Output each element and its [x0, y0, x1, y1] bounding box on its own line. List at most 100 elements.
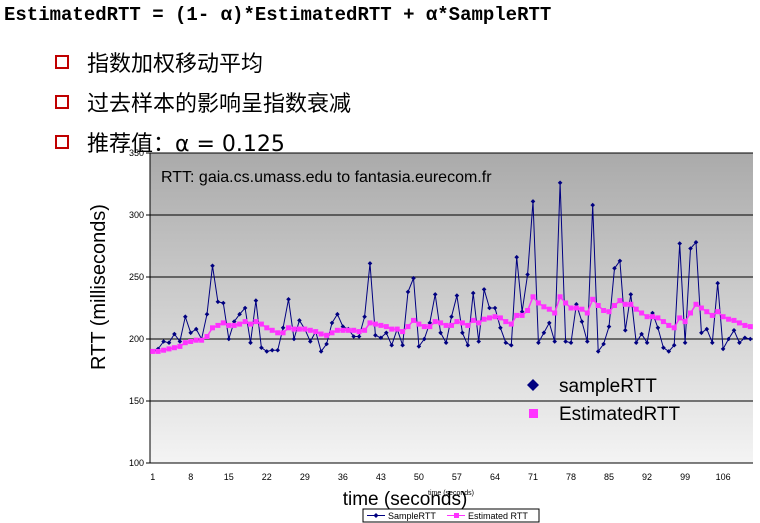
sample-point [671, 342, 677, 348]
estimated-point [519, 312, 525, 318]
sample-point [226, 336, 232, 342]
square-bullet-icon [55, 95, 69, 109]
estimated-point [443, 322, 449, 328]
estimated-point [432, 319, 438, 325]
estimated-point [454, 319, 460, 325]
legend-sample-label: sampleRTT [559, 376, 657, 397]
estimated-point [383, 324, 389, 330]
sample-point [677, 241, 682, 246]
sample-point [384, 330, 389, 336]
estimated-point [601, 308, 607, 313]
estimated-point [449, 322, 454, 328]
sample-point [231, 319, 237, 324]
sample-point [568, 340, 574, 345]
sample-point [470, 290, 476, 296]
estimated-point [573, 305, 579, 311]
sample-point [514, 254, 519, 260]
legend: sampleRTT EstimatedRTT [527, 376, 680, 425]
sample-point [183, 314, 188, 319]
estimated-point [704, 309, 710, 315]
sample-point [715, 280, 720, 286]
sample-point [688, 246, 693, 251]
estimated-point [286, 325, 291, 331]
sample-point [405, 289, 411, 295]
estimated-point [628, 301, 634, 307]
legend-sample-marker [527, 379, 539, 391]
sample-point [492, 305, 498, 311]
bottom-legend-sample-label: SampleRTT [388, 511, 436, 521]
x-tick-label: 50 [414, 472, 424, 482]
x-tick-label: 78 [566, 472, 576, 482]
sample-point [650, 310, 655, 316]
estimated-point [650, 314, 655, 320]
sample-point [177, 339, 183, 344]
sample-point [476, 339, 481, 344]
estimated-point [535, 300, 541, 306]
sample-point [509, 342, 514, 348]
x-tick-label: 64 [490, 472, 500, 482]
estimated-point [698, 305, 704, 311]
sample-point [253, 298, 259, 303]
estimated-point [405, 324, 411, 330]
estimated-point [459, 320, 465, 326]
estimated-point [275, 330, 281, 336]
estimated-point [177, 343, 183, 349]
estimated-point [302, 326, 308, 332]
sample-point [693, 240, 699, 245]
sample-point [443, 340, 449, 345]
estimated-point [557, 294, 563, 300]
bottom-legend: SampleRTT Estimated RTT [362, 508, 540, 523]
estimated-point [612, 303, 617, 308]
sample-point [259, 345, 264, 350]
estimated-point [693, 301, 699, 307]
sample-point [297, 318, 302, 323]
estimated-point [546, 306, 552, 312]
estimated-point [188, 339, 194, 344]
sample-point [530, 199, 536, 204]
estimated-point [258, 321, 264, 327]
estimated-point [481, 316, 487, 322]
estimated-point [476, 320, 482, 326]
estimated-point [677, 315, 683, 321]
estimated-point [166, 346, 172, 352]
sample-point [318, 349, 324, 354]
estimated-point [351, 327, 357, 333]
estimated-point [465, 322, 471, 328]
sample-point [335, 311, 340, 317]
sample-point [503, 340, 509, 345]
estimated-point [747, 324, 753, 330]
estimated-point [742, 322, 748, 328]
y-tick-label: 350 [129, 148, 144, 158]
sample-point [726, 336, 731, 342]
sample-point [617, 258, 623, 264]
y-tick-label: 250 [129, 272, 144, 282]
sample-point [280, 325, 286, 331]
y-tick-label: 100 [129, 458, 144, 468]
estimated-point [400, 329, 406, 335]
sample-point [487, 305, 492, 311]
sample-point [275, 347, 280, 353]
grid-lines [146, 152, 753, 464]
estimated-point [639, 310, 645, 316]
estimated-point [329, 330, 335, 336]
estimated-point [720, 314, 726, 320]
sample-point [427, 320, 433, 326]
bullet-item: 过去样本的影响呈指数衰减 [55, 82, 351, 122]
estimated-point [715, 309, 721, 315]
estimated-point [318, 331, 324, 337]
sample-point [449, 314, 454, 319]
y-axis-label: RTT (milliseconds) [88, 204, 110, 370]
estimated-point [595, 303, 601, 308]
sample-point [416, 344, 422, 349]
estimated-point [709, 312, 715, 318]
x-tick-label: 29 [300, 472, 310, 482]
estimated-point [503, 319, 509, 325]
estimated-point [470, 317, 476, 323]
sample-point [710, 340, 715, 345]
sample-point [248, 340, 253, 345]
estimated-point [525, 308, 531, 313]
sample-point [498, 325, 503, 331]
estimated-point [394, 326, 400, 332]
sample-point [612, 266, 617, 271]
sample-point [324, 341, 329, 347]
